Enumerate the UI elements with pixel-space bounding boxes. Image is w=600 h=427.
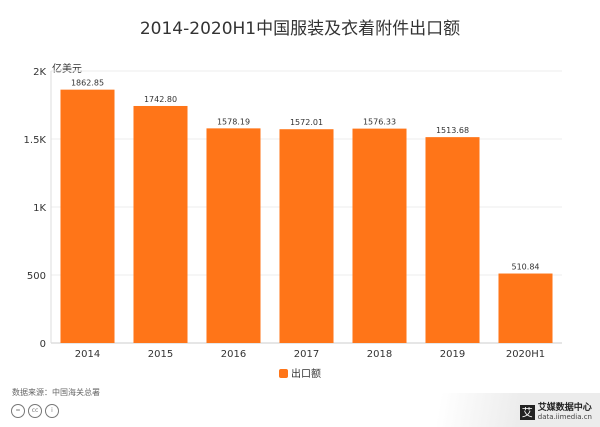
y-tick-label: 0 xyxy=(40,339,46,350)
by-icon: i xyxy=(45,404,59,418)
bar[interactable] xyxy=(498,273,553,343)
bar[interactable] xyxy=(279,129,334,343)
bar[interactable] xyxy=(206,128,261,343)
cc-icon: cc xyxy=(28,404,42,418)
brand-logo: 艾 艾媒数据中心 data.iimedia.cn xyxy=(519,403,592,421)
data-label: 1576.33 xyxy=(363,118,396,127)
y-axis-unit: 亿美元 xyxy=(52,64,82,75)
legend-swatch xyxy=(279,369,288,378)
legend-label: 出口额 xyxy=(291,369,321,380)
x-tick-label: 2019 xyxy=(440,349,465,360)
chart-title: 2014-2020H1中国服装及衣着附件出口额 xyxy=(139,19,461,39)
nd-icon: = xyxy=(11,404,25,418)
brand-background xyxy=(400,393,600,427)
data-label: 1578.19 xyxy=(217,117,250,126)
bar[interactable] xyxy=(60,89,115,343)
bar[interactable] xyxy=(133,105,188,343)
x-tick-label: 2017 xyxy=(294,349,319,360)
data-source: 数据来源：中国海关总署 xyxy=(12,388,100,397)
brand-logo-mark: 艾 xyxy=(519,404,535,420)
brand-name: 艾媒数据中心 xyxy=(537,403,592,413)
y-tick-label: 2K xyxy=(33,67,46,78)
data-label: 1742.80 xyxy=(144,95,177,104)
data-label: 510.84 xyxy=(512,263,540,272)
x-tick-label: 2018 xyxy=(367,349,392,360)
data-label: 1572.01 xyxy=(290,118,323,127)
data-label: 1862.85 xyxy=(71,79,104,88)
legend[interactable]: 出口额 xyxy=(0,365,600,380)
bar[interactable] xyxy=(352,128,407,343)
x-tick-label: 2014 xyxy=(75,349,100,360)
y-tick-label: 1.5K xyxy=(24,135,47,146)
data-label: 1513.68 xyxy=(436,126,469,135)
x-tick-label: 2016 xyxy=(221,349,246,360)
y-tick-label: 500 xyxy=(27,271,46,282)
y-tick-label: 1K xyxy=(33,203,46,214)
bar[interactable] xyxy=(425,137,480,343)
cc-license-icons: = cc i xyxy=(11,404,59,418)
x-tick-label: 2015 xyxy=(148,349,173,360)
brand-url: data.iimedia.cn xyxy=(537,413,592,421)
x-tick-label: 2020H1 xyxy=(506,349,545,360)
